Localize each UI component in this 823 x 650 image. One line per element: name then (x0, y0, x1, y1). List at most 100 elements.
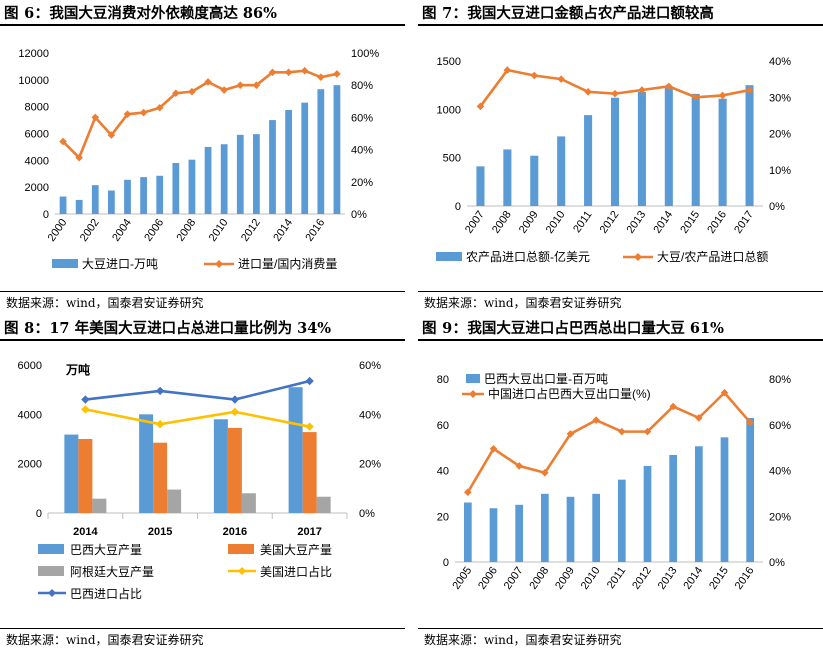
y-left-tick-label: 0 (43, 209, 49, 221)
legend-line-marker (215, 260, 223, 268)
x-tick-label: 2010 (207, 217, 231, 244)
x-tick-label: 2007 (463, 209, 487, 236)
line-point (665, 82, 673, 91)
y-right-tick-label: 0% (769, 201, 785, 213)
bar (584, 115, 593, 206)
x-tick-label: 2014 (73, 526, 98, 538)
y-left-tick-label: 500 (443, 153, 461, 165)
y-left-tick-label: 4000 (18, 409, 42, 421)
y-right-tick-label: 60% (359, 360, 381, 372)
line-point (464, 488, 472, 497)
line-point (230, 407, 240, 417)
figure-8-title: 17 年美国大豆进口占总进口量比例为 34% (49, 319, 332, 337)
figure-8-chart: 0 2000 4000 6000 0% 20% 40% 60% 万吨 2014 2015 2016 20… (18, 360, 382, 601)
line-point (155, 420, 165, 429)
y-left-tick-label: 0 (443, 557, 449, 569)
bar (617, 479, 626, 562)
y-left-tick-label: 10000 (18, 75, 49, 87)
line-series (85, 408, 310, 428)
figure-6-title: 我国大豆消费对外依赖度高达 86% (49, 4, 277, 22)
y-left-tick-label: 80 (437, 374, 449, 386)
bar (489, 508, 498, 562)
legend-bar-swatch (38, 544, 64, 554)
figure-7-title: 我国大豆进口金额占农产品进口额较高 (467, 4, 714, 22)
bar (557, 136, 566, 206)
line-point (669, 402, 677, 411)
x-tick-label: 2010 (544, 209, 568, 236)
x-tick-label: 2015 (678, 209, 702, 236)
legend-bar-swatch (466, 374, 480, 383)
bar (91, 185, 99, 214)
unit-label: 万吨 (65, 362, 90, 377)
x-tick-label: 2006 (476, 565, 500, 592)
line-point (81, 395, 90, 404)
bar (153, 442, 168, 513)
x-tick-label: 2004 (110, 217, 134, 244)
x-tick-label: 2009 (553, 565, 577, 592)
legend-bar-label: 巴西大豆出口量-百万吨 (484, 372, 608, 386)
figure-9-panel: 图 9： 我国大豆进口占巴西总出口量大豆 61% 0 20 40 60 80 0% 20% 4… (418, 315, 823, 647)
bar (746, 417, 755, 562)
x-tick-label: 2008 (490, 209, 514, 236)
y-right-tick-label: 20% (351, 177, 373, 189)
bar (643, 465, 652, 562)
figure-9-source: 数据来源：wind，国泰君安证券研究 (418, 628, 823, 650)
x-tick-label: 2017 (732, 209, 756, 236)
figure-7-header: 图 7： 我国大豆进口金额占农产品进口额较高 (418, 0, 823, 26)
line-point (91, 113, 100, 122)
x-tick-label: 2010 (579, 565, 603, 592)
legend-bar-swatch (228, 544, 254, 554)
bar (108, 190, 115, 214)
y-right-tick-label: 40% (769, 56, 791, 68)
line-point (81, 405, 90, 414)
bar (669, 454, 678, 562)
figure-7-label: 图 7： (422, 4, 468, 22)
y-left-tick-label: 0 (455, 201, 461, 213)
y-left-tick-label: 4000 (25, 155, 49, 167)
line-point (718, 91, 727, 100)
x-tick-label: 2011 (605, 565, 628, 591)
line-point (172, 89, 180, 98)
bar (204, 146, 212, 214)
y-left-tick-label: 6000 (18, 360, 42, 372)
bar (301, 102, 309, 214)
x-tick-label: 2009 (517, 209, 541, 236)
bar (691, 93, 700, 206)
bar (156, 175, 164, 214)
bar (566, 496, 575, 562)
bar (333, 85, 341, 214)
legend-line-label: 中国进口占巴西大豆出口量(%) (488, 386, 651, 401)
y-left-tick-label: 6000 (25, 129, 49, 141)
line-point (123, 110, 132, 118)
legend-line-marker (634, 253, 642, 261)
bar (745, 85, 754, 206)
y-left-tick-label: 0 (36, 508, 42, 520)
bar (316, 496, 331, 513)
line-point (252, 81, 261, 89)
x-tick-label: 2012 (630, 565, 654, 592)
y-left-tick-label: 40 (437, 466, 449, 478)
line-point (691, 93, 700, 102)
legend-label: 阿根廷大豆产量 (70, 565, 154, 579)
x-tick-label: 2016 (705, 209, 729, 236)
bar (188, 159, 196, 214)
x-tick-label: 2012 (598, 209, 622, 236)
x-tick-label: 2013 (624, 209, 648, 236)
bar (592, 493, 601, 562)
figure-8-source: 数据来源：wind，国泰君安证券研究 (0, 628, 405, 650)
figure-7-source: 数据来源：wind，国泰君安证券研究 (418, 291, 823, 313)
x-tick-label: 2006 (142, 217, 166, 244)
figure-6-panel: 图 6： 我国大豆消费对外依赖度高达 86% 0 2000 4000 6000 8000… (0, 0, 405, 313)
line-point (745, 86, 754, 94)
legend-bar-label: 大豆进口-万吨 (82, 257, 158, 271)
line-series (85, 379, 310, 401)
x-tick-label: 2014 (651, 209, 675, 236)
y-right-tick-label: 20% (769, 511, 791, 523)
x-tick-label: 2007 (502, 565, 526, 592)
bar (317, 89, 325, 214)
figure-9-header: 图 9： 我国大豆进口占巴西总出口量大豆 61% (418, 315, 823, 341)
line-point (188, 87, 196, 96)
bar (302, 432, 317, 513)
line-point (530, 71, 539, 80)
bar (503, 149, 512, 206)
